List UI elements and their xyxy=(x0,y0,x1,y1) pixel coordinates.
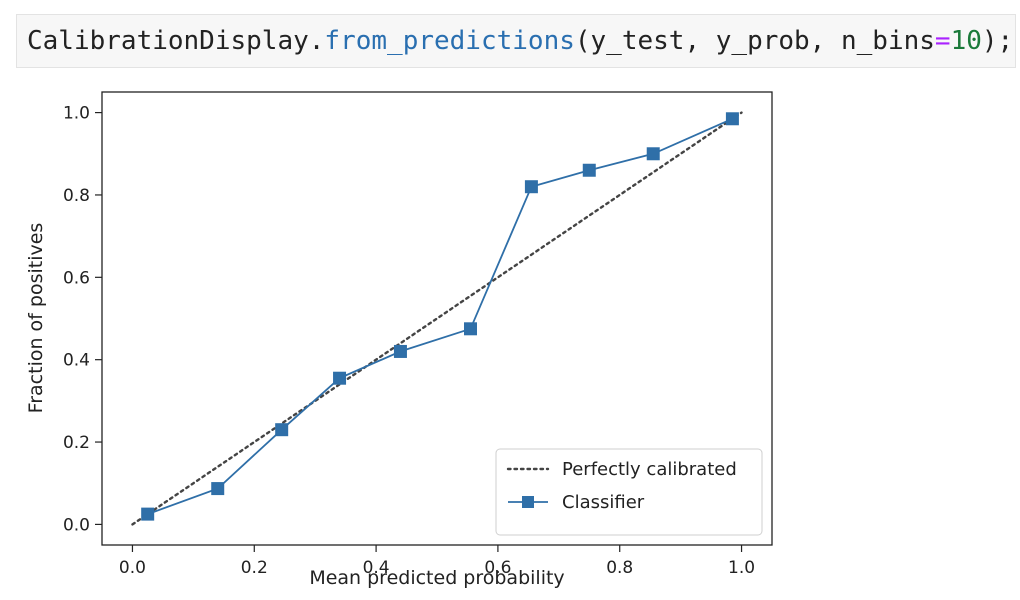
y-tick-label: 0.2 xyxy=(63,433,90,453)
y-tick-label: 0.6 xyxy=(63,268,90,288)
classifier-point xyxy=(275,423,289,437)
y-axis-label: Fraction of positives xyxy=(25,223,47,414)
legend-classifier-swatch-marker xyxy=(522,496,534,508)
classifier-point xyxy=(211,482,225,496)
classifier-point xyxy=(725,112,739,126)
x-tick-label: 0.8 xyxy=(606,558,633,578)
classifier-point xyxy=(646,147,660,161)
code-equals: = xyxy=(934,26,951,56)
legend-box xyxy=(495,448,763,536)
x-tick-label: 0.0 xyxy=(119,558,146,578)
x-tick-label: 0.6 xyxy=(484,558,511,578)
y-axis-ticks: 0.0 0.2 0.4 0.6 0.8 1.0 xyxy=(63,104,102,535)
classifier-point xyxy=(524,180,538,194)
x-axis-ticks: 0.0 0.2 0.4 0.6 0.8 1.0 xyxy=(119,545,755,578)
series-layer xyxy=(131,111,743,526)
classifier-point xyxy=(464,322,477,336)
x-axis-label: Mean predicted probability xyxy=(309,567,564,589)
legend-label: Perfectly calibrated xyxy=(562,459,737,480)
code-method: from_predictions xyxy=(324,26,575,56)
classifier-point xyxy=(333,371,347,385)
classifier-point xyxy=(582,163,596,177)
plot-frame xyxy=(101,91,773,546)
code-dot: . xyxy=(308,26,325,56)
x-tick-label: 0.2 xyxy=(241,558,268,578)
code-args: y_test, y_prob, n_bins xyxy=(590,26,935,56)
classifier-point xyxy=(393,344,407,358)
legend: Perfectly calibrated Classifier xyxy=(495,448,763,536)
code-cell[interactable]: CalibrationDisplay. from_predictions(y_te… xyxy=(16,14,1016,68)
x-tick-label: 0.4 xyxy=(363,558,390,578)
calibration-chart: 0.0 0.2 0.4 0.6 0.8 1.0 0.0 0.2 0.4 0.6 0.8 1.0 Me… xyxy=(25,91,773,589)
classifier-point xyxy=(141,507,155,521)
y-tick-label: 0.0 xyxy=(63,515,90,535)
x-tick-label: 1.0 xyxy=(728,558,755,578)
y-tick-label: 1.0 xyxy=(63,104,90,124)
y-tick-label: 0.8 xyxy=(63,186,90,206)
legend-label: Classifier xyxy=(562,492,645,513)
code-value: 10 xyxy=(950,26,982,56)
code-close: ); xyxy=(981,26,1014,56)
y-tick-label: 0.4 xyxy=(63,351,90,371)
code-object: CalibrationDisplay xyxy=(27,26,309,56)
classifier-line xyxy=(147,117,733,515)
perfectly-calibrated-line xyxy=(131,111,743,526)
code-open-paren: ( xyxy=(574,26,591,56)
